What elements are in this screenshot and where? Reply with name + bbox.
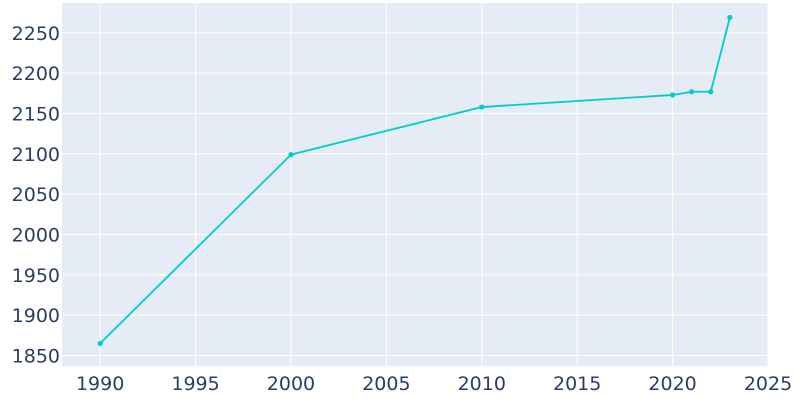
x-tick-label: 1990 (76, 373, 124, 395)
data-point (479, 104, 485, 110)
y-tick-label: 2000 (12, 225, 60, 247)
y-tick-label: 2250 (12, 23, 60, 45)
y-tick-label: 2100 (12, 144, 60, 166)
plot-background (62, 3, 768, 366)
y-tick-label: 1900 (12, 305, 60, 327)
data-point (708, 89, 714, 95)
series-markers (97, 14, 733, 347)
y-tick-label: 2050 (12, 184, 60, 206)
y-tick-label: 2150 (12, 104, 60, 126)
x-tick-label: 2000 (267, 373, 315, 395)
data-point (669, 92, 676, 98)
y-tick-label: 1950 (12, 265, 60, 287)
y-tick-label: 1850 (12, 346, 60, 368)
x-tick-label: 2015 (553, 373, 601, 395)
data-point (689, 89, 695, 95)
x-tick-label: 2025 (744, 373, 792, 395)
x-axis-tick-labels: 1990 1995 2000 2005 2010 2015 2020 2025 (76, 373, 792, 395)
x-tick-label: 2010 (458, 373, 506, 395)
x-tick-label: 2005 (362, 373, 410, 395)
data-point (97, 340, 103, 347)
data-point (288, 152, 294, 158)
y-tick-label: 2200 (12, 63, 60, 85)
data-point (727, 14, 733, 21)
x-gridlines (99, 3, 769, 366)
x-tick-label: 2020 (648, 373, 696, 395)
y-gridlines (62, 32, 768, 357)
x-tick-label: 1995 (171, 373, 219, 395)
y-axis-tick-labels: 1850 1900 1950 2000 2050 2100 2150 2200 2250 (12, 23, 60, 368)
